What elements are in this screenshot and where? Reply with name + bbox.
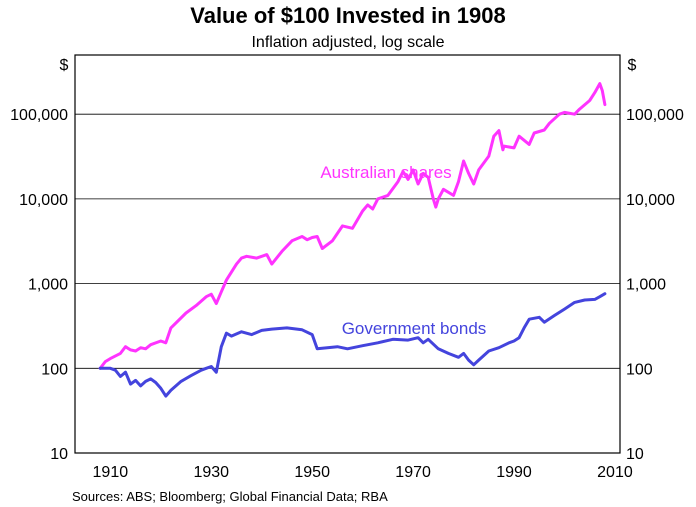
y-tick-label-right: 100,000 <box>626 107 684 124</box>
y-unit-right: $ <box>628 57 637 74</box>
chart-title: Value of $100 Invested in 1908 <box>190 3 506 28</box>
series-line-australian-shares <box>98 82 607 370</box>
x-tick-label: 1970 <box>395 464 431 481</box>
y-tick-label-right: 10 <box>626 446 644 463</box>
x-tick-label: 1930 <box>193 464 229 481</box>
x-tick-label: 1910 <box>93 464 129 481</box>
series-label-government-bonds: Government bonds <box>342 319 487 338</box>
series-lines <box>98 82 607 398</box>
x-tick-label: 1990 <box>496 464 532 481</box>
y-tick-label-right: 1,000 <box>626 277 666 294</box>
chart-subtitle: Inflation adjusted, log scale <box>251 34 444 51</box>
y-tick-label-right: 100 <box>626 361 653 378</box>
y-tick-label-left: 100,000 <box>10 107 68 124</box>
y-tick-label-left: 100 <box>41 361 68 378</box>
y-tick-labels-left: 10 100 1,000 10,000 100,000 <box>10 107 68 463</box>
y-tick-label-left: 10 <box>50 446 68 463</box>
y-tick-label-left: 10,000 <box>19 192 68 209</box>
series-line-government-bonds <box>98 292 607 398</box>
y-tick-label-right: 10,000 <box>626 192 675 209</box>
x-tick-label: 1950 <box>294 464 330 481</box>
y-unit-left: $ <box>60 57 69 74</box>
plot-frame <box>74 54 621 454</box>
y-tick-label-left: 1,000 <box>28 277 68 294</box>
x-tick-labels: 1910 1930 1950 1970 1990 2010 <box>93 464 633 481</box>
source-note: Sources: ABS; Bloomberg; Global Financia… <box>72 489 388 504</box>
y-tick-labels-right: 10 100 1,000 10,000 100,000 <box>626 107 684 463</box>
x-tick-label: 2010 <box>597 464 633 481</box>
series-label-australian-shares: Australian shares <box>320 163 451 182</box>
